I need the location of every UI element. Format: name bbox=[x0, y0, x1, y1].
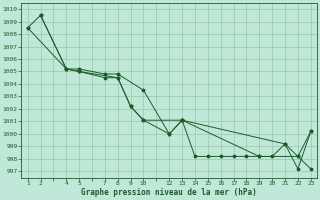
X-axis label: Graphe pression niveau de la mer (hPa): Graphe pression niveau de la mer (hPa) bbox=[81, 188, 257, 197]
